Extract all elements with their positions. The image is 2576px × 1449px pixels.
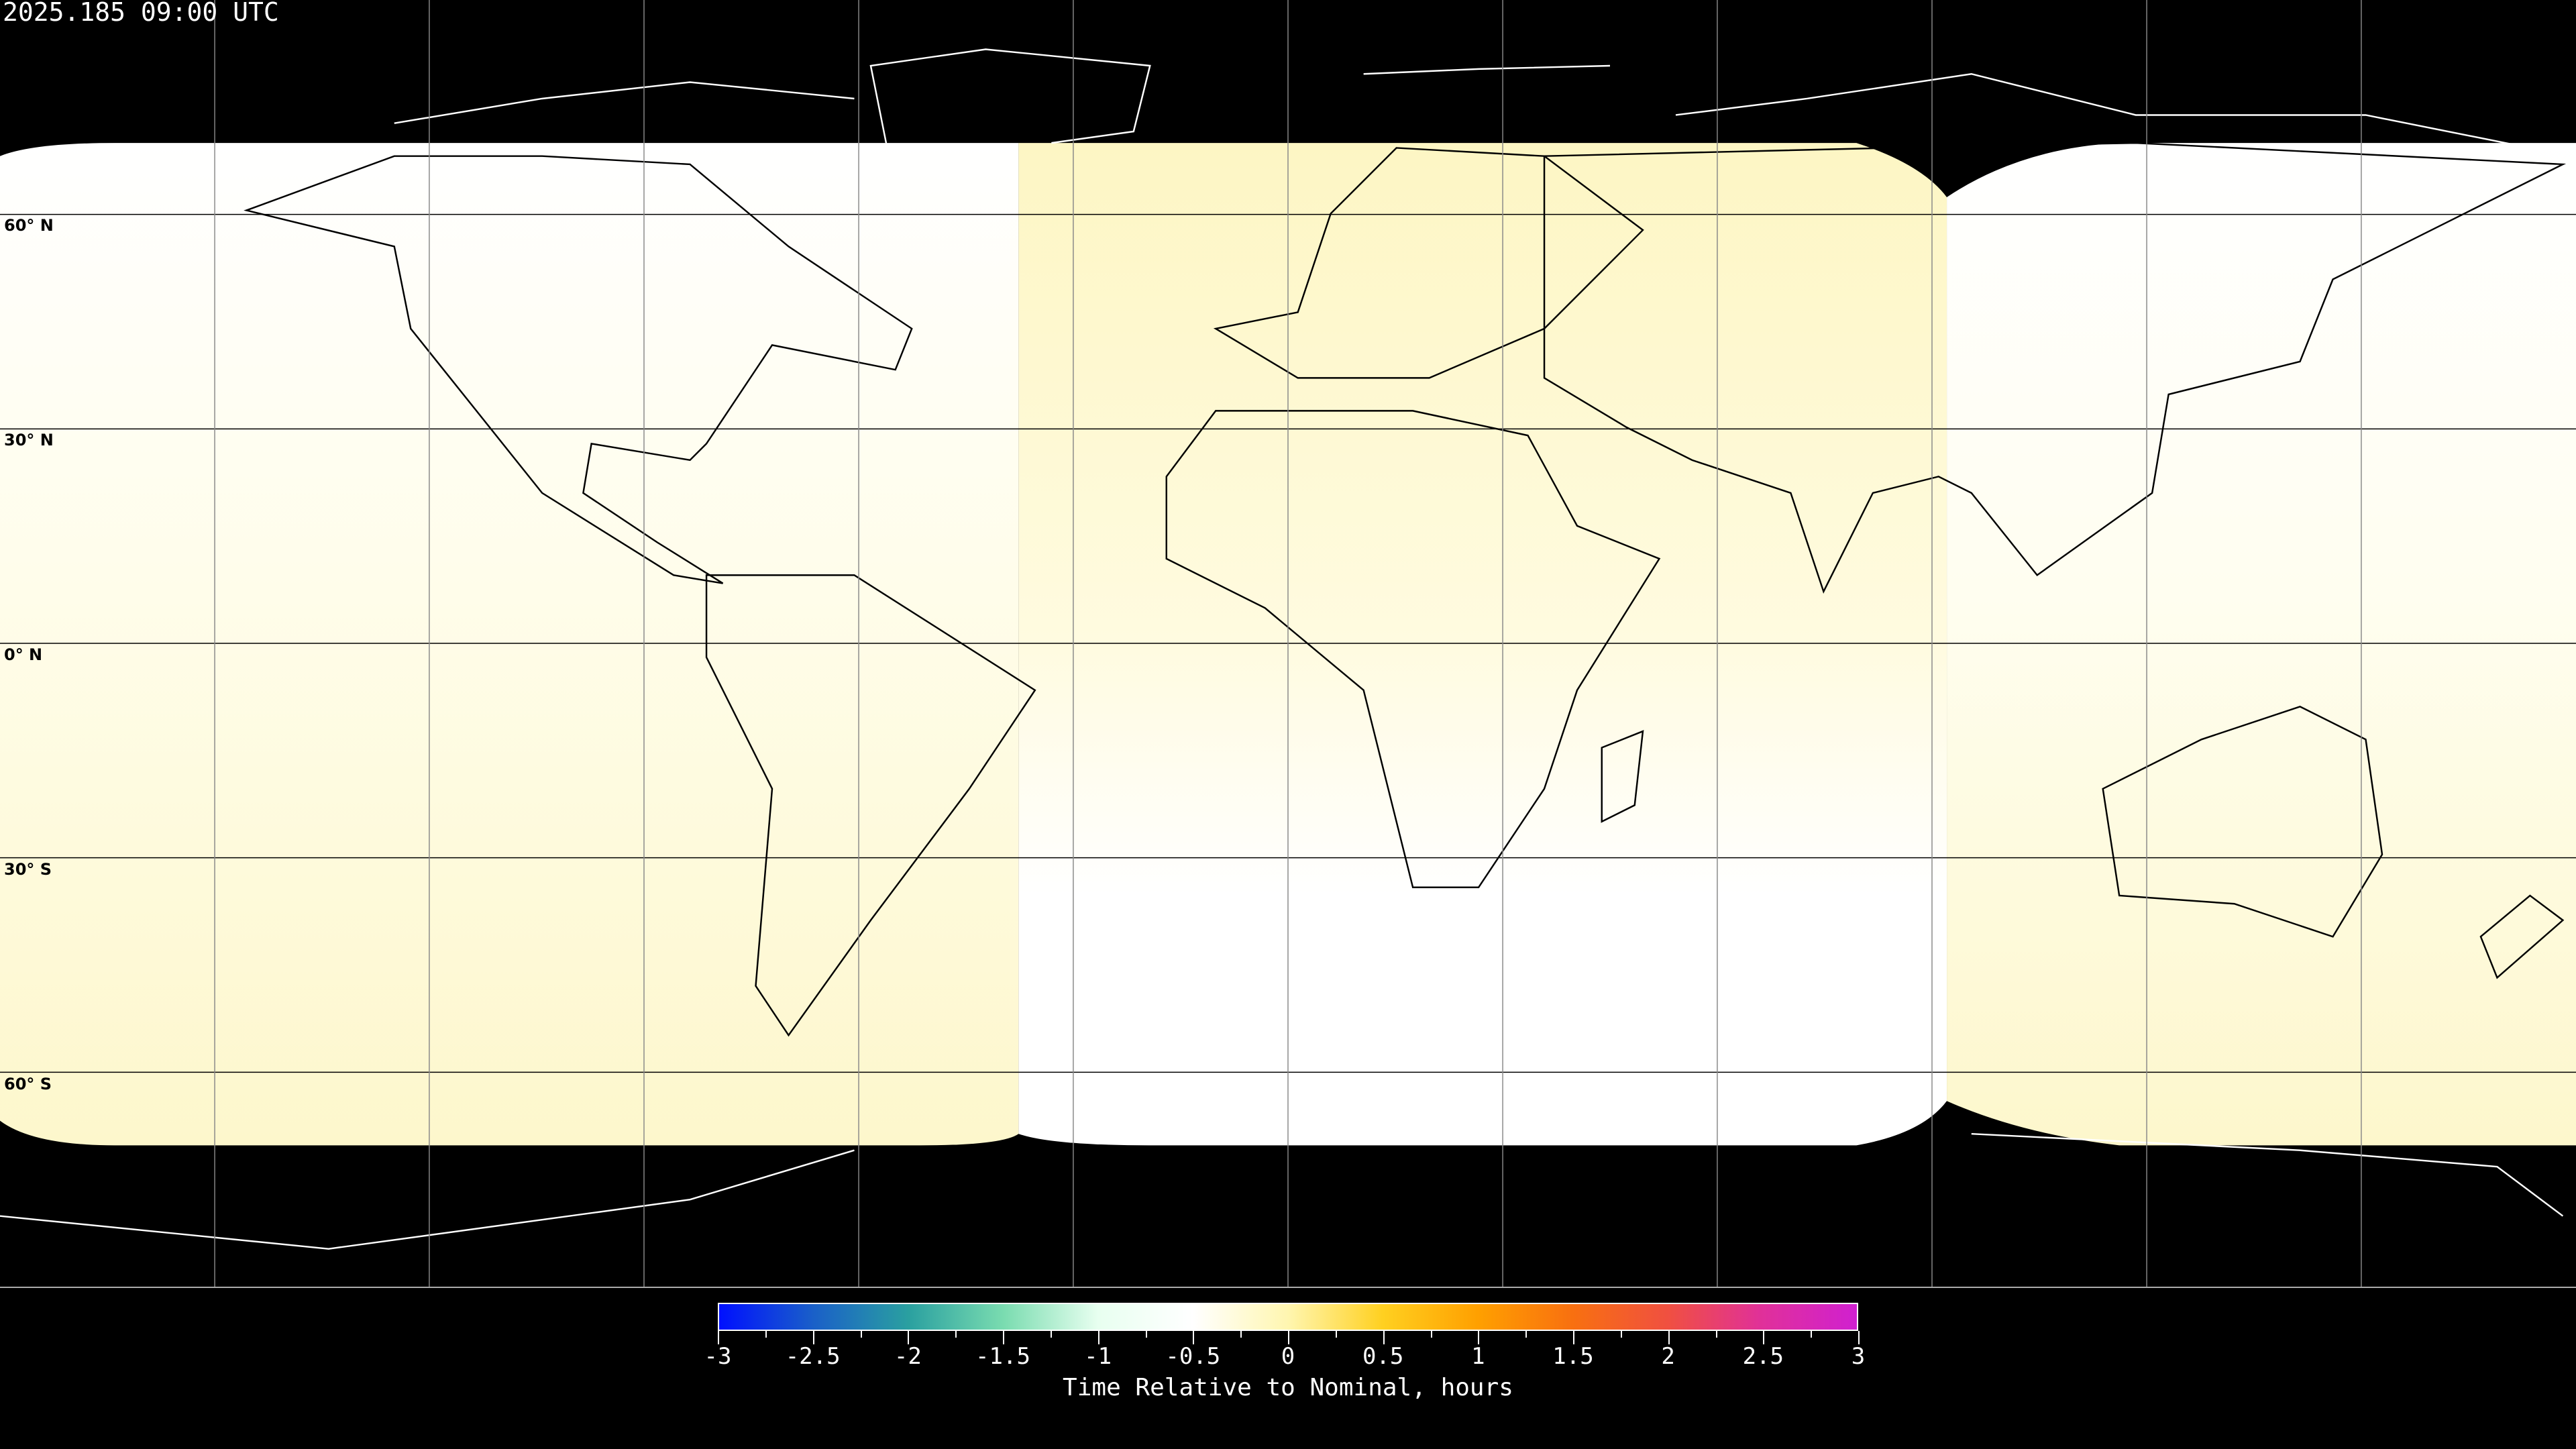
- colorbar-tick: [1097, 1331, 1099, 1344]
- colorbar-tick: [812, 1331, 814, 1344]
- colorbar-tick-label: 1.5: [1552, 1343, 1594, 1370]
- colorbar-tick-label: 2: [1661, 1343, 1675, 1370]
- coverage-west: [0, 143, 1019, 1146]
- colorbar-tick: [1288, 1331, 1289, 1344]
- colorbar-tick: [1715, 1331, 1717, 1338]
- coastlines-dark: [0, 48, 2564, 1250]
- colorbar-tick-label: 0: [1281, 1343, 1295, 1370]
- colorbar-tick: [1383, 1331, 1385, 1344]
- colorbar-tick: [1858, 1331, 1860, 1344]
- colorbar-tick: [765, 1331, 767, 1338]
- coverage-central: [1018, 143, 1947, 1146]
- colorbar-tick: [1050, 1331, 1052, 1338]
- colorbar-tick-label: -0.5: [1165, 1343, 1221, 1370]
- colorbar-tick: [1193, 1331, 1195, 1344]
- coastlines: [244, 142, 2567, 1037]
- colorbar-tick: [1525, 1331, 1527, 1338]
- colorbar-tick: [860, 1331, 862, 1338]
- colorbar-tick: [718, 1331, 719, 1344]
- coverage-east: [1947, 143, 2576, 1146]
- colorbar-tick: [1811, 1331, 1813, 1338]
- lat-label-30s: 30° S: [4, 860, 52, 879]
- lat-label-60s: 60° S: [4, 1075, 52, 1093]
- colorbar-tick-label: -3: [704, 1343, 732, 1370]
- colorbar-tick-label: -1: [1084, 1343, 1112, 1370]
- colorbar-tick: [1763, 1331, 1765, 1344]
- colorbar-tick-label: 0.5: [1362, 1343, 1404, 1370]
- colorbar-ticks: [718, 1331, 1860, 1351]
- colorbar-tick: [1478, 1331, 1480, 1344]
- colorbar-tick: [908, 1331, 910, 1344]
- colorbar-tick-label: -2.5: [785, 1343, 841, 1370]
- colorbar-tick: [1145, 1331, 1147, 1338]
- colorbar-tick: [1573, 1331, 1574, 1344]
- colorbar-tick: [1003, 1331, 1004, 1344]
- timestamp-title: 2025.185 09:00 UTC: [3, 0, 279, 27]
- colorbar-tick-label: 3: [1851, 1343, 1866, 1370]
- colorbar: [718, 1303, 1858, 1331]
- colorbar-tick-label: -1.5: [975, 1343, 1030, 1370]
- meridians: [214, 0, 2362, 1287]
- colorbar-tick: [1335, 1331, 1337, 1338]
- world-map: [0, 0, 2576, 1287]
- colorbar-title: Time Relative to Nominal, hours: [1063, 1374, 1513, 1401]
- colorbar-tick: [1668, 1331, 1670, 1344]
- colorbar-tick-label: 1: [1471, 1343, 1485, 1370]
- map-divider: [0, 1287, 2576, 1288]
- colorbar-tick-label: 2.5: [1742, 1343, 1784, 1370]
- colorbar-tick: [955, 1331, 957, 1338]
- colorbar-tick-label: -2: [894, 1343, 922, 1370]
- lat-label-60n: 60° N: [4, 216, 54, 235]
- colorbar-tick: [1430, 1331, 1432, 1338]
- colorbar-tick: [1240, 1331, 1242, 1338]
- lat-label-30n: 30° N: [4, 431, 54, 449]
- lat-label-0n: 0° N: [4, 645, 43, 664]
- colorbar-tick: [1620, 1331, 1622, 1338]
